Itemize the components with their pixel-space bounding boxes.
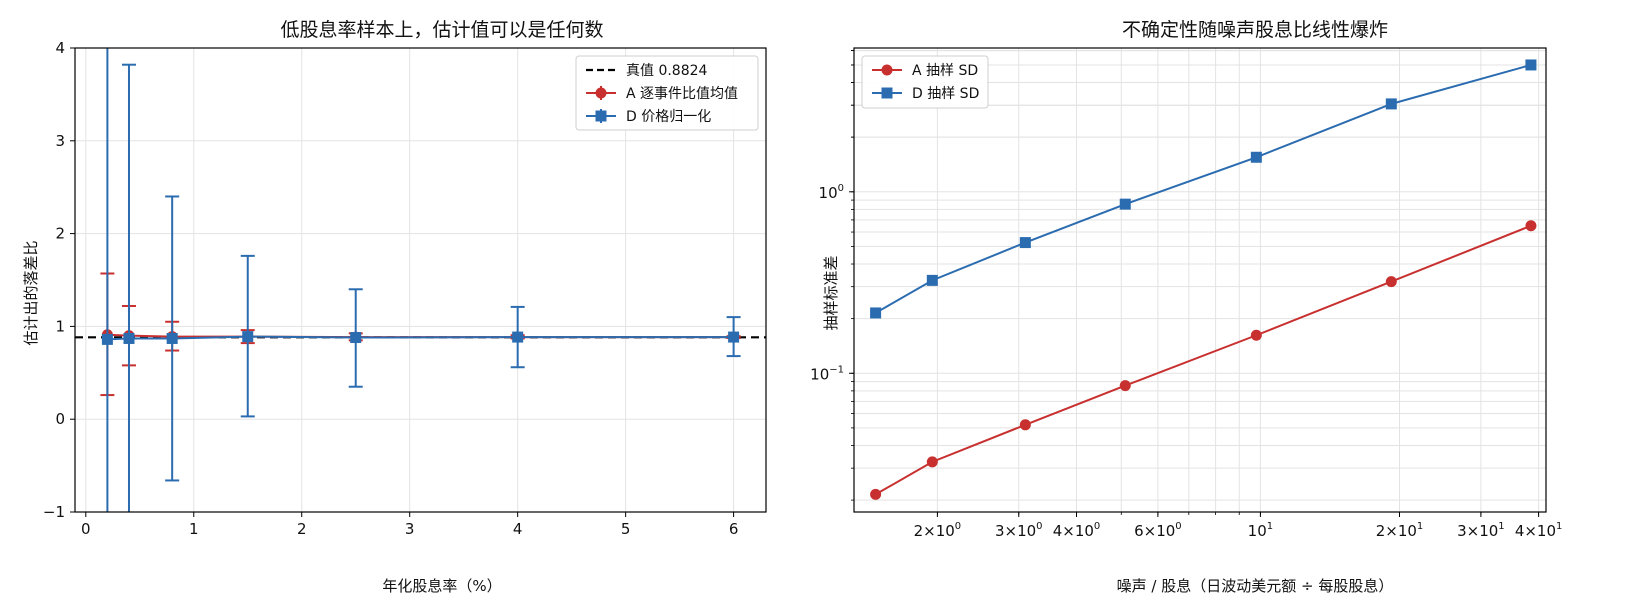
- series-a-sd-point: [1119, 380, 1131, 392]
- series-a-sd-point: [926, 456, 938, 468]
- series-d-sd-point: [1119, 198, 1131, 210]
- chart-left-title: 低股息率样本上，估计值可以是任何数: [280, 19, 603, 41]
- chart-right-xtick-label: 4×100: [1053, 521, 1101, 540]
- chart-right-xlabel: 噪声 / 股息（日波动美元额 ÷ 每股股息）: [1117, 577, 1394, 595]
- chart-right-xtick-label: 3×100: [995, 521, 1043, 540]
- chart-left-frame: [74, 47, 767, 513]
- chart-right: 不确定性随噪声股息比线性爆炸 噪声 / 股息（日波动美元额 ÷ 每股股息） 抽样…: [810, 19, 1562, 595]
- legend-series-a-label: A 逐事件比值均值: [626, 86, 738, 102]
- chart-right-ylabel: 抽样标准差: [822, 255, 840, 330]
- series-d-point: [101, 333, 113, 345]
- chart-left-ytick-label: 2: [55, 225, 65, 243]
- chart-left-ylabel: 估计出的落差比: [22, 240, 40, 345]
- series-a-sd-point: [1250, 329, 1262, 341]
- chart-left-legend-box: [575, 55, 759, 131]
- series-d: [101, 48, 741, 512]
- chart-left-ytick-label: 4: [55, 39, 65, 57]
- series-d-sd-point: [1385, 98, 1397, 110]
- legend-series-d-marker: [595, 110, 607, 122]
- chart-right-xtick-label: 2×101: [1376, 521, 1424, 540]
- legend-series-a-sd-marker: [881, 64, 893, 76]
- series-d-sd-point: [870, 307, 882, 319]
- series-a-sd-point: [1019, 419, 1031, 431]
- chart-right-xtick-label: 6×100: [1134, 521, 1182, 540]
- series-d-sd-point: [1019, 237, 1031, 249]
- chart-left-xtick-label: 0: [81, 520, 91, 538]
- series-a-sd-point: [870, 488, 882, 500]
- series-d-point: [728, 331, 740, 343]
- chart-right-xtick-label: 3×101: [1457, 521, 1505, 540]
- chart-right-ytick-label: 100: [819, 183, 844, 202]
- series-d-point: [350, 332, 362, 344]
- chart-left-ytick-label: −1: [43, 503, 65, 521]
- series-a-sd-point: [1385, 276, 1397, 288]
- series-d-sd-point: [926, 274, 938, 286]
- chart-left-ytick-label: 3: [55, 132, 65, 150]
- legend-series-a-marker: [595, 87, 607, 99]
- chart-left-xtick-label: 3: [405, 520, 415, 538]
- series-a-sd: [870, 220, 1537, 500]
- chart-right-ytick-label: 10−1: [810, 364, 844, 383]
- legend-series-d-sd-marker: [881, 87, 893, 99]
- chart-left-xlabel: 年化股息率（%）: [382, 577, 501, 595]
- chart-right-title: 不确定性随噪声股息比线性爆炸: [1122, 19, 1388, 41]
- series-d-point: [242, 331, 254, 343]
- chart-right-xtick-label: 2×100: [914, 521, 962, 540]
- series-d-sd: [870, 59, 1537, 319]
- chart-left: 低股息率样本上，估计值可以是任何数 年化股息率（%） 估计出的落差比 0 1 2 3 4…: [22, 19, 767, 595]
- legend-series-d-sd-label: D 抽样 SD: [912, 86, 979, 102]
- series-a-sd-line: [875, 224, 1532, 496]
- chart-left-ytick-label: 0: [55, 410, 65, 428]
- series-d-point: [512, 331, 524, 343]
- chart-left-legend: 真值 0.8824 A 逐事件比值均值 D 价格归一化: [575, 55, 759, 131]
- chart-left-xtick-label: 1: [189, 520, 199, 538]
- chart-left-xtick-label: 2: [297, 520, 307, 538]
- chart-right-xtick-label: 101: [1248, 521, 1273, 540]
- series-a: [100, 272, 741, 397]
- chart-right-frame: [853, 47, 1547, 513]
- chart-right-grid: [854, 48, 1546, 512]
- chart-left-xtick-label: 4: [513, 520, 523, 538]
- series-d-line: [107, 335, 734, 341]
- chart-left-plot: [100, 48, 741, 512]
- chart-left-xtick-label: 5: [621, 520, 631, 538]
- series-a-sd-point: [1525, 220, 1537, 232]
- chart-right-legend: A 抽样 SD D 抽样 SD: [861, 55, 989, 109]
- legend-reference-label: 真值 0.8824: [626, 63, 708, 79]
- series-d-point: [166, 332, 178, 344]
- chart-right-xtick-label: 4×101: [1515, 521, 1563, 540]
- chart-left-xtick-label: 6: [729, 520, 739, 538]
- series-d-sd-point: [1250, 151, 1262, 163]
- chart-left-ytick-label: 1: [55, 317, 65, 335]
- legend-series-a-sd-label: A 抽样 SD: [912, 63, 978, 79]
- legend-series-d-label: D 价格归一化: [626, 108, 711, 125]
- series-d-sd-point: [1525, 59, 1537, 71]
- series-d-point: [123, 332, 135, 344]
